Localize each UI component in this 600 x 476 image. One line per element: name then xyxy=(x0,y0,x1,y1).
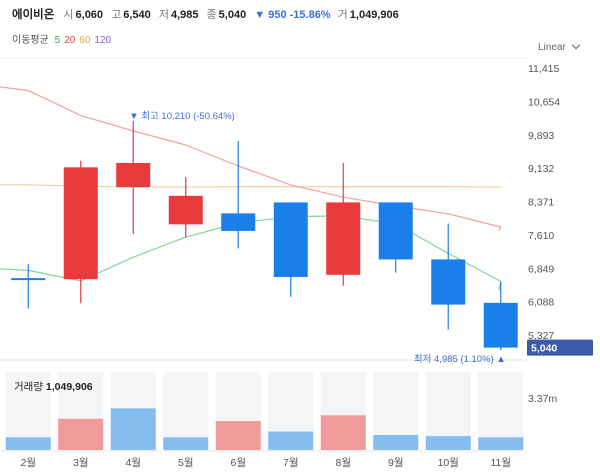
volume-bar-7월 xyxy=(268,372,314,450)
low-value: 4,985 xyxy=(170,9,199,21)
volume-value: 1,049,906 xyxy=(349,9,399,21)
close-label: 종 xyxy=(206,9,217,21)
volume-bar-bg xyxy=(478,372,524,450)
ma-period-5[interactable]: 5 xyxy=(54,35,61,46)
y-tick-label: 5,327 xyxy=(528,330,554,342)
y-tick-label: 8,371 xyxy=(528,197,554,209)
ma20-line xyxy=(0,86,502,232)
candle-body xyxy=(378,202,413,260)
last-price-bg xyxy=(527,339,593,356)
volume-bar-bg xyxy=(5,372,51,450)
volume-bar-bg xyxy=(163,372,209,450)
change-value: ▼ 950 -15.86% xyxy=(254,9,331,21)
candle-body xyxy=(326,202,361,275)
volume-bar xyxy=(215,421,261,450)
max-price-annotation: ▼ 최고 10,210 (-50.64%) xyxy=(129,111,235,122)
volume-bar xyxy=(425,436,471,450)
volume-label: 거 xyxy=(337,9,348,21)
candle-6월 xyxy=(221,141,256,249)
x-tick-label: 3월 xyxy=(73,457,89,469)
candle-body xyxy=(116,162,151,188)
ma-period-60[interactable]: 60 xyxy=(79,35,91,46)
stock-name[interactable]: 에이비온 xyxy=(12,9,55,21)
last-price-label: 5,040 xyxy=(531,343,557,355)
moving-average-legend[interactable]: 이동평균 5 20 60 120 xyxy=(12,31,115,46)
volume-bar-8월 xyxy=(320,372,366,450)
x-tick-label: 2월 xyxy=(21,457,37,469)
moving-average-label: 이동평균 xyxy=(12,35,49,46)
open-label: 시 xyxy=(63,9,74,21)
candle-body xyxy=(63,167,98,280)
x-tick-label: 5월 xyxy=(178,457,194,469)
volume-bar-4월 xyxy=(110,372,156,450)
candle-body xyxy=(483,302,518,348)
candle-3월 xyxy=(63,160,98,304)
volume-bar xyxy=(268,431,314,450)
volume-panel-label: 거래량 1,049,906 xyxy=(14,379,93,394)
x-tick-label: 10월 xyxy=(438,457,459,469)
candle-10월 xyxy=(431,223,466,330)
candle-body xyxy=(431,259,466,305)
candle-11월 xyxy=(483,281,518,350)
candle-body xyxy=(168,195,203,225)
volume-bar xyxy=(163,437,209,450)
x-tick-label: 11월 xyxy=(490,457,511,469)
candle-body xyxy=(273,202,308,277)
open-value: 6,060 xyxy=(75,9,104,21)
x-tick-label: 7월 xyxy=(283,457,299,469)
volume-axis-label: 3.37m xyxy=(528,393,557,405)
volume-bar xyxy=(373,434,419,450)
candle-9월 xyxy=(378,202,413,273)
candle-7월 xyxy=(273,202,308,297)
volume-bar xyxy=(58,418,104,450)
volume-bar-11월 xyxy=(478,372,524,450)
y-tick-label: 10,654 xyxy=(528,96,560,108)
stock-header: 에이비온 시 6,060 고 6,540 저 4,985 종 5,040 ▼ 950 -… xyxy=(12,6,399,22)
volume-bar-6월 xyxy=(215,372,261,450)
volume-panel-title: 거래량 xyxy=(14,381,43,393)
volume-bar-10월 xyxy=(425,372,471,450)
candle-5월 xyxy=(168,176,203,238)
volume-bar xyxy=(478,437,524,450)
scale-toggle[interactable]: Linear xyxy=(538,40,580,53)
volume-bar xyxy=(110,408,156,450)
x-tick-label: 4월 xyxy=(126,457,142,469)
y-tick-label: 9,893 xyxy=(528,130,554,142)
volume-panel-value: 1,049,906 xyxy=(45,381,93,393)
ma-period-120[interactable]: 120 xyxy=(94,35,112,46)
y-tick-label: 7,610 xyxy=(528,230,554,242)
candle-4월 xyxy=(116,120,151,234)
y-tick-label: 6,849 xyxy=(528,263,554,275)
volume-bar-2월 xyxy=(5,372,51,450)
high-label: 고 xyxy=(111,9,122,21)
volume-bar-3월 xyxy=(58,372,104,450)
x-tick-label: 9월 xyxy=(388,457,404,469)
volume-bar-5월 xyxy=(163,372,209,450)
scale-label: Linear xyxy=(538,42,566,53)
close-value: 5,040 xyxy=(218,9,247,21)
y-tick-label: 11,415 xyxy=(528,63,559,75)
min-price-annotation: 최저 4,985 (1.10%) ▲ xyxy=(414,354,506,365)
y-tick-label: 9,132 xyxy=(528,163,554,175)
ma-period-20[interactable]: 20 xyxy=(64,35,76,46)
x-tick-label: 8월 xyxy=(336,457,352,469)
candle-8월 xyxy=(326,162,361,286)
volume-bar xyxy=(320,415,366,450)
low-label: 저 xyxy=(158,9,169,21)
high-value: 6,540 xyxy=(123,9,151,21)
y-tick-label: 6,088 xyxy=(528,297,554,309)
last-price-tag: 5,040 xyxy=(527,339,593,356)
candle-2월 xyxy=(11,263,46,309)
x-tick-label: 6월 xyxy=(231,457,247,469)
volume-bar-9월 xyxy=(373,372,419,450)
candle-body xyxy=(221,213,256,231)
volume-bar xyxy=(5,437,51,450)
